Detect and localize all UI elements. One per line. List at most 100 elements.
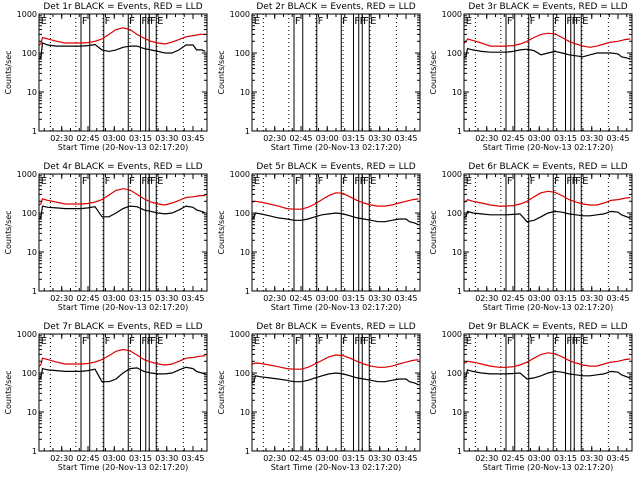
flag-label: F	[566, 336, 572, 347]
x-tick-label: 02:45	[76, 454, 99, 463]
x-axis-label: Start Time (20-Nov-13 02:17:20)	[58, 143, 188, 152]
events-series-line	[38, 42, 206, 60]
x-tick-label: 03:30	[368, 454, 391, 463]
flag-label: F	[318, 336, 324, 347]
x-tick-label: 03:00	[316, 454, 339, 463]
flag-label: F	[354, 176, 360, 187]
flag-label: F	[354, 336, 360, 347]
x-tick-label: 03:00	[316, 294, 339, 303]
y-tick-label: 10	[27, 408, 37, 417]
y-tick-label: 1	[32, 447, 37, 456]
flag-label: E	[582, 336, 588, 347]
events-series-line	[463, 47, 631, 60]
plot-frame	[463, 333, 633, 452]
x-tick-label: 03:30	[580, 134, 603, 143]
lld-series-line	[463, 190, 631, 207]
x-tick-label: 03:15	[129, 134, 152, 143]
y-tick-label: 10	[27, 248, 37, 257]
flag-label: F	[129, 16, 135, 27]
lld-series-line	[38, 188, 206, 206]
flag-label: F	[82, 16, 88, 27]
y-tick-label: 1000	[230, 330, 250, 339]
x-tick-label: 02:30	[475, 294, 498, 303]
x-axis-label: Start Time (20-Nov-13 02:17:20)	[483, 303, 613, 312]
y-axis-label: Counts/sec	[429, 50, 438, 94]
y-tick-label: 10	[452, 408, 462, 417]
x-tick-label: 03:00	[103, 454, 126, 463]
panel-title: Det 8r BLACK = Events, RED = LLD	[256, 322, 415, 332]
flag-label: F	[530, 336, 536, 347]
x-tick-label: 03:45	[181, 294, 204, 303]
flag-label: E	[466, 176, 472, 187]
flag-label: F	[554, 336, 560, 347]
y-tick-label: 1	[245, 447, 250, 456]
y-tick-label: 100	[447, 209, 462, 218]
y-tick-label: 1	[457, 127, 462, 136]
flag-label: E	[254, 336, 260, 347]
x-tick-label: 03:30	[580, 294, 603, 303]
y-tick-label: 10	[27, 88, 37, 97]
x-tick-label: 03:30	[155, 294, 178, 303]
panel-title: Det 7r BLACK = Events, RED = LLD	[43, 322, 202, 332]
y-tick-label: 100	[235, 49, 250, 58]
x-tick-label: 03:15	[554, 294, 577, 303]
y-tick-label: 100	[447, 49, 462, 58]
x-tick-label: 03:15	[129, 454, 152, 463]
flag-label: F	[141, 176, 147, 187]
flag-label: F	[82, 336, 88, 347]
plot-frame	[251, 173, 421, 292]
x-tick-label: 03:45	[394, 294, 417, 303]
x-tick-label: 02:30	[263, 294, 286, 303]
y-tick-label: 10	[452, 248, 462, 257]
events-series-line	[463, 210, 631, 223]
panel-title: Det 2r BLACK = Events, RED = LLD	[256, 2, 415, 12]
y-tick-label: 1000	[17, 10, 37, 19]
x-tick-label: 03:00	[528, 294, 551, 303]
y-tick-label: 10	[240, 88, 250, 97]
x-tick-label: 03:15	[342, 294, 365, 303]
x-axis-label: Start Time (20-Nov-13 02:17:20)	[271, 143, 401, 152]
panel-title: Det 3r BLACK = Events, RED = LLD	[468, 2, 627, 12]
plot-frame	[251, 13, 421, 132]
y-axis-label: Counts/sec	[217, 370, 226, 414]
x-tick-label: 02:30	[263, 134, 286, 143]
lld-series-line	[251, 192, 419, 210]
flag-label: E	[370, 336, 376, 347]
flag-label: F	[363, 16, 369, 27]
y-tick-label: 1000	[442, 330, 462, 339]
flag-label: E	[157, 336, 163, 347]
lld-series-line	[251, 354, 419, 370]
lld-series-line	[463, 352, 631, 368]
y-tick-label: 1	[245, 287, 250, 296]
events-series-line	[38, 205, 206, 220]
x-axis-label: Start Time (20-Nov-13 02:17:20)	[271, 303, 401, 312]
flag-label: F	[141, 336, 147, 347]
flag-label: F	[507, 336, 513, 347]
flag-label: F	[360, 176, 366, 187]
y-tick-label: 1000	[230, 10, 250, 19]
x-tick-label: 03:45	[606, 454, 629, 463]
flag-label: E	[157, 16, 163, 27]
x-tick-label: 02:30	[475, 134, 498, 143]
plot-frame	[463, 13, 633, 132]
x-tick-label: 03:00	[103, 294, 126, 303]
x-tick-label: 03:00	[103, 134, 126, 143]
y-tick-label: 100	[22, 209, 37, 218]
flag-label: E	[466, 336, 472, 347]
y-tick-label: 1	[32, 287, 37, 296]
flag-label: F	[82, 176, 88, 187]
flag-label: F	[147, 336, 153, 347]
x-axis-label: Start Time (20-Nov-13 02:17:20)	[483, 143, 613, 152]
flag-label: F	[575, 16, 581, 27]
flag-label: F	[105, 336, 111, 347]
events-series-line	[38, 366, 206, 383]
lld-series-line	[38, 27, 206, 46]
x-tick-label: 03:00	[316, 134, 339, 143]
flag-label: F	[363, 176, 369, 187]
flag-label: F	[150, 16, 156, 27]
y-tick-label: 1000	[442, 170, 462, 179]
x-axis-label: Start Time (20-Nov-13 02:17:20)	[58, 463, 188, 472]
